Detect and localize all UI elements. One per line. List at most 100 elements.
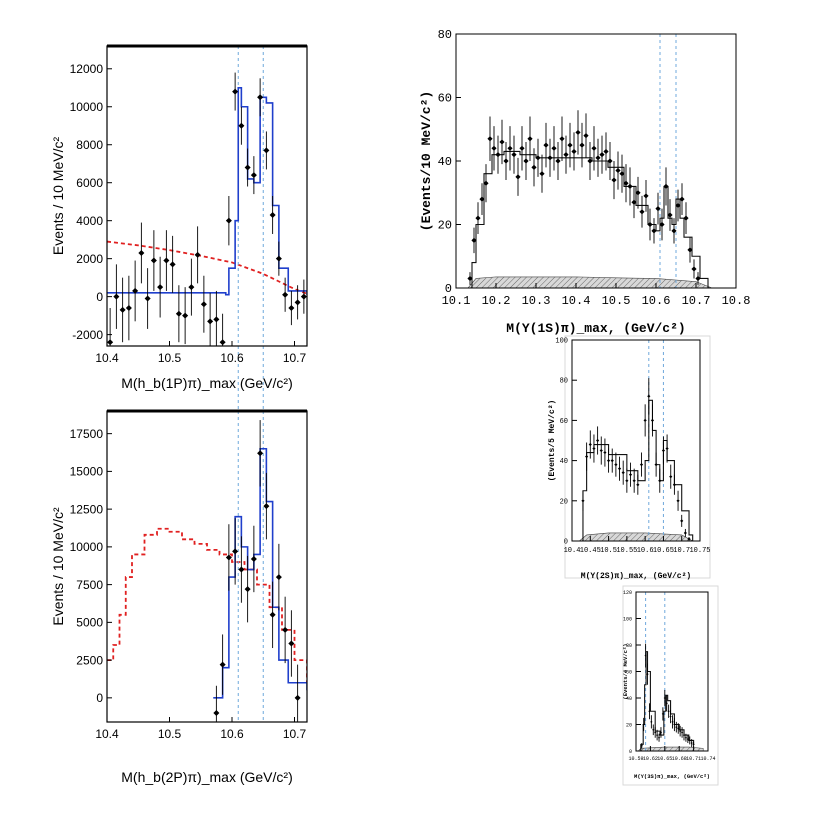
hb2p-marker [244,586,251,593]
y1s-data-point [491,126,497,171]
y3s-marker [652,728,655,731]
y1s-marker [691,266,697,272]
hb2p-marker [263,503,270,510]
y1s-marker [467,275,473,282]
y1s-data-point [551,126,557,171]
y1s-data-point [583,113,589,158]
y3s-xtick-label: 10.71 [686,756,701,762]
y1s-marker [631,199,637,205]
y2s-data-point [599,436,603,465]
y2s-data-point [658,468,662,493]
y1s-data-point [467,272,473,285]
y2s-ytick-label: 20 [560,498,568,506]
y1s-data-point [659,208,665,241]
y1s-data-point [679,183,685,215]
y1s-marker [647,221,653,228]
y3s-marker [659,731,663,734]
y2s-marker [643,418,647,422]
hb2p-marker [275,574,282,581]
y2s-marker [687,537,691,541]
y1s-data-point [483,164,489,203]
y1s-data-point [479,183,485,215]
hb1p-data-point [250,156,257,195]
hb1p-marker [219,339,226,346]
y3s-marker [646,673,649,676]
hb1p-marker [194,251,201,258]
y1s-marker [655,206,661,212]
hb1p-xtick-label: 10.6 [220,351,244,365]
y2s-data-point [683,528,687,537]
y1s-data-point [595,138,601,177]
y3s-frame [635,591,709,752]
y1s-fit-histogram [468,150,709,288]
y1s-marker [651,228,657,234]
y1s-data-point [515,157,521,196]
hb1p-data-point [169,235,176,293]
y3s-marker [679,730,682,733]
hb2p-marker [294,694,301,701]
y1s-data-point [695,272,701,285]
y2s-data-point [647,378,651,415]
y2s-marker [621,471,625,475]
y3s-marker [675,726,678,729]
y2s-data-point [617,456,622,481]
y3s-plot-area [637,592,704,751]
hb1p-data-point [213,290,220,346]
y1s-xtick-label: 10.3 [522,294,551,308]
y2s-data-point [610,448,614,473]
hb1p-data-point [194,226,201,284]
y1s-marker [675,202,681,209]
y3s-data-point [642,717,645,732]
y3s-data-point [648,703,651,720]
y1s-marker [587,158,593,164]
y3s-data-point [673,717,676,732]
y1s-xtick-label: 10.6 [642,294,671,308]
y2s-background-band [578,532,693,541]
y2s-ytick-label: 0 [564,538,568,546]
y3s-data-point [680,727,684,738]
y2s-xtick-label: 10.4 [564,547,581,555]
y3s-data-point [667,704,670,718]
y1s-data-point [511,135,517,174]
hb1p-data-point [207,292,214,346]
y1s-marker [507,145,513,151]
hb2p-xtick-label: 10.5 [158,727,182,741]
y1s-data-point [563,135,569,174]
y3s-data-point [669,709,672,724]
hb2p-marker [250,555,257,562]
panel-y2s: 10.4 10.45 10.5 10.55 10.6 10.65 10.7 10.75 0 20 4… [548,337,711,581]
y2s-xtick-label: 10.7 [673,547,690,555]
hb1p-data-point [144,268,151,329]
y1s-marker [667,212,673,218]
y3s-marker [657,736,661,739]
hb1p-data-point [263,131,270,170]
y3s-marker [692,743,695,746]
y3s-data-point [644,643,647,668]
hb1p-data-point [294,285,301,320]
hb2p-ytick-label: 0 [96,691,103,705]
hb1p-marker [213,316,220,323]
y1s-marker [487,136,493,142]
y2s-marker [665,446,669,451]
hb2p-data-point [269,581,276,649]
y1s-marker [547,155,553,161]
hb1p-data-point [225,196,232,246]
y2s-data-point [639,452,644,477]
y3s-data-point [665,695,668,712]
y2s-data-point [650,404,655,437]
y1s-marker [543,142,549,148]
y3s-data-point [652,724,655,736]
hb1p-ylabel: Events / 10 MeV/c² [50,137,66,256]
hb1p-fit-histogram [107,86,307,296]
y3s-marker [684,736,688,739]
y1s-marker [607,158,613,164]
y1s-data-point [587,141,593,181]
y1s-data-point [531,148,537,187]
hb1p-marker [157,284,164,291]
y1s-data-point [471,227,477,254]
y1s-marker [571,148,577,155]
y1s-data-point [643,180,649,212]
hb2p-ytick-label: 17500 [70,427,104,441]
y1s-data-point [499,119,505,165]
